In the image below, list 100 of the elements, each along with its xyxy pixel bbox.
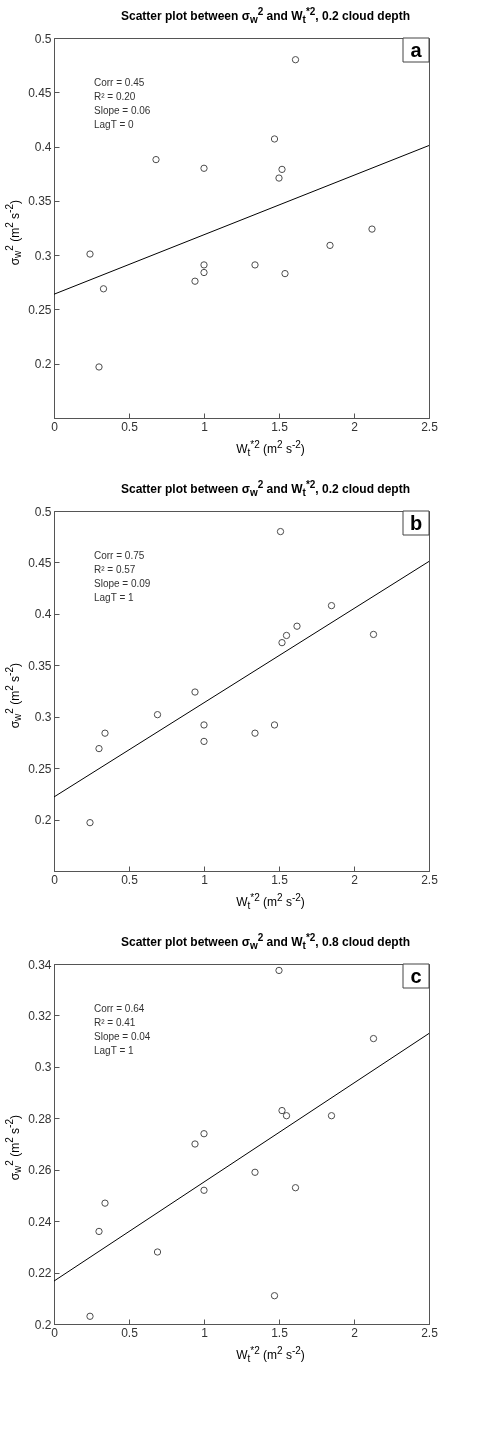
annotation: Slope = 0.06 <box>94 105 151 117</box>
x-tick-label: 1.5 <box>271 872 289 887</box>
x-tick-label: 0 <box>51 872 59 887</box>
point <box>291 1184 300 1192</box>
y-tick-label: 0.35 <box>28 658 52 673</box>
point <box>101 1199 109 1207</box>
point <box>200 261 208 269</box>
annotation: c <box>410 964 422 987</box>
y-tick-label: 0.2 <box>34 1317 52 1332</box>
point <box>86 819 94 827</box>
annotation: b <box>409 512 423 535</box>
annotation: R² = 0.57 <box>94 564 136 576</box>
y-tick-label: 0.5 <box>34 504 52 519</box>
y-tick-label: 0.26 <box>28 1163 52 1178</box>
y-tick-label: 0.22 <box>28 1266 52 1281</box>
annotation: LagT = 1 <box>94 1044 135 1056</box>
point <box>278 639 286 647</box>
point <box>270 1292 279 1300</box>
point <box>368 225 376 234</box>
point <box>200 1130 208 1138</box>
x-tick-label: 0.5 <box>121 872 139 887</box>
x-tick-label: 1 <box>201 419 209 434</box>
chart-title: Scatter plot between σ$_{w}$$^{2}$ and W$_{t}$$^{*2}$, 0.2 cloud depth <box>119 5 412 28</box>
y-tick-label: 0.25 <box>28 761 52 776</box>
point <box>191 277 199 286</box>
y-tick-label: 0.4 <box>34 140 52 155</box>
y-tick-label: 0.3 <box>34 249 52 264</box>
x-tick-label: 2 <box>351 419 359 434</box>
point <box>153 1248 162 1256</box>
y-tick-label: 0.35 <box>28 194 52 209</box>
annotation: LagT = 1 <box>94 592 135 604</box>
y-tick-label: 0.3 <box>34 1060 52 1075</box>
x-tick-label: 1 <box>201 872 209 887</box>
x-tick-label: 2 <box>351 1325 359 1340</box>
point <box>275 966 283 975</box>
y-tick-label: 0.2 <box>34 813 52 828</box>
point <box>275 174 283 183</box>
annotation: R² = 0.41 <box>94 1016 136 1028</box>
x-tick-label: 2 <box>351 872 359 887</box>
annotation: Slope = 0.04 <box>94 1030 151 1042</box>
x-tick-label: 0 <box>51 1325 59 1340</box>
y-tick-label: 0.32 <box>28 1008 52 1023</box>
point <box>95 363 103 372</box>
y-tick-label: 0.24 <box>28 1214 52 1229</box>
x-tick-label: 1.5 <box>271 419 289 434</box>
x-tick-label: 0 <box>51 419 59 434</box>
point <box>95 1227 103 1236</box>
x-tick-label: 0.5 <box>121 419 139 434</box>
annotation: Corr = 0.64 <box>94 1002 145 1014</box>
point <box>191 1140 199 1148</box>
point <box>95 745 103 753</box>
point <box>152 156 160 164</box>
point <box>327 602 336 610</box>
x-tick-label: 2.5 <box>421 1325 439 1340</box>
x-tick-label: 1.5 <box>271 1325 289 1340</box>
point <box>276 528 285 536</box>
point <box>270 135 279 144</box>
point <box>191 688 199 696</box>
point <box>200 737 208 746</box>
point <box>369 630 378 639</box>
point <box>278 166 286 174</box>
point <box>200 721 208 729</box>
point <box>281 270 289 278</box>
point <box>86 250 94 259</box>
annotation: R² = 0.20 <box>94 91 136 103</box>
annotation: Slope = 0.09 <box>94 578 151 590</box>
point <box>200 165 208 173</box>
annotation: a <box>410 39 423 62</box>
y-tick-label: 0.3 <box>34 710 52 725</box>
annotation: Corr = 0.45 <box>94 77 145 89</box>
x-tick-label: 2.5 <box>421 872 439 887</box>
x-tick-label: 0.5 <box>121 1325 139 1340</box>
x-tick-label: 2.5 <box>421 419 439 434</box>
y-tick-label: 0.5 <box>34 31 52 46</box>
point <box>251 1168 259 1176</box>
point <box>278 1106 286 1115</box>
point <box>99 285 108 293</box>
point <box>293 622 301 631</box>
point <box>282 631 291 640</box>
y-tick-label: 0.45 <box>28 556 52 571</box>
y-tick-label: 0.28 <box>28 1111 52 1126</box>
chart-title: Scatter plot between σ$_{w}$$^{2}$ and W$_{t}$$^{*2}$, 0.8 cloud depth <box>119 930 412 953</box>
chart-title: Scatter plot between σ$_{w}$$^{2}$ and W$_{t}$$^{*2}$, 0.2 cloud depth <box>119 477 412 501</box>
y-tick-label: 0.45 <box>28 86 52 101</box>
point <box>270 721 279 729</box>
x-axis-title: W$_{t}$$^{*2}$ (m$^{2}$ s$^{-2}$) <box>235 891 306 912</box>
y-tick-label: 0.2 <box>34 357 52 372</box>
point <box>326 242 334 250</box>
x-tick-label: 1 <box>201 1325 209 1340</box>
y-tick-label: 0.4 <box>34 607 52 622</box>
annotation: Corr = 0.75 <box>94 550 145 562</box>
point <box>200 269 208 277</box>
point <box>282 1112 291 1120</box>
point <box>369 1034 378 1043</box>
point <box>86 1312 94 1320</box>
annotation: LagT = 0 <box>94 119 135 131</box>
point <box>200 1186 208 1194</box>
x-axis-title: W$_{t}$$^{*2}$ (m$^{2}$ s$^{-2}$) <box>235 438 306 459</box>
point <box>251 261 259 269</box>
point <box>291 56 300 64</box>
